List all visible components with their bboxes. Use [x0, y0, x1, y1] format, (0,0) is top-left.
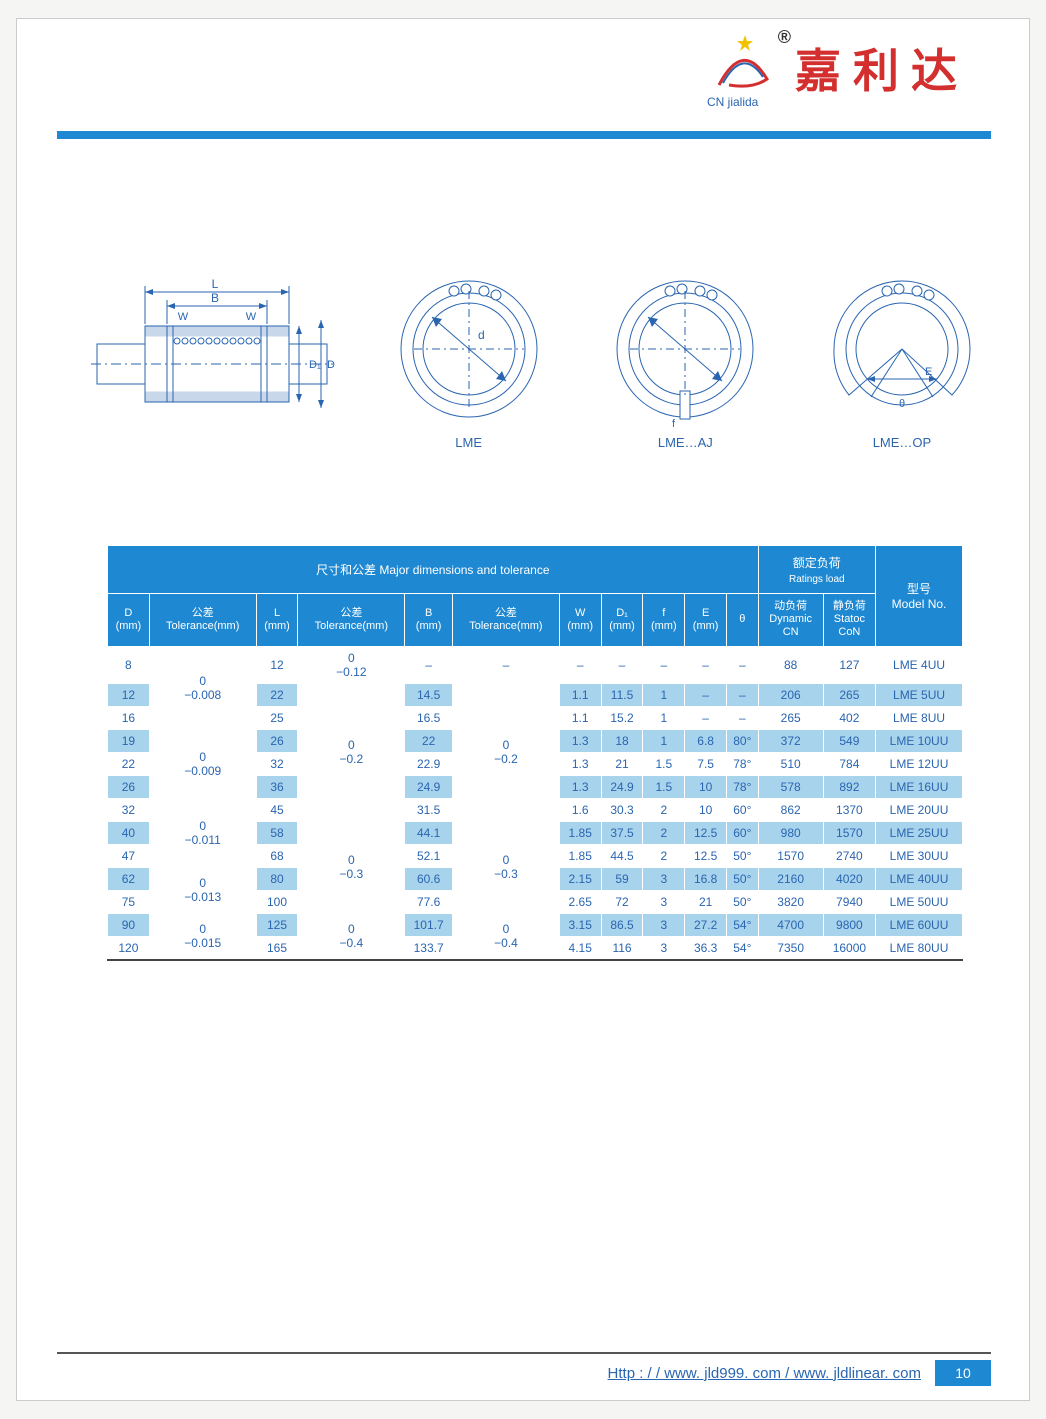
- table-row: 8 0 −0.008 12 0 −0.12 – – –––––88127LME …: [108, 646, 963, 683]
- svg-text:D: D: [327, 359, 335, 371]
- table-row: 90 0 −0.015 125 0 −0.4 101.7 0 −0.4 3.15…: [108, 913, 963, 936]
- diagram-side: L B W W D₁ D: [87, 274, 337, 444]
- diagram-lme-op: E θ LME…OP: [817, 269, 987, 450]
- brand-latin: CN jialida: [707, 95, 758, 109]
- th-f: f (mm): [643, 594, 685, 647]
- footer-url[interactable]: Http : / / www. jld999. com / www. jldli…: [608, 1365, 921, 1382]
- diagram-lme-op-label: LME…OP: [873, 435, 932, 450]
- diagrams-row: L B W W D₁ D: [87, 259, 987, 459]
- th-load-title: 额定负荷Ratings load: [758, 546, 875, 594]
- svg-text:E: E: [925, 366, 932, 378]
- diagram-lme-aj: f LME…AJ: [600, 269, 770, 450]
- th-D: D (mm): [108, 594, 150, 647]
- diagram-lme-aj-label: LME…AJ: [658, 435, 713, 450]
- logo: ® CN jialida: [709, 29, 781, 106]
- th-L: L (mm): [256, 594, 298, 647]
- th-dims-title: 尺寸和公差 Major dimensions and tolerance: [108, 546, 759, 594]
- svg-text:θ: θ: [899, 398, 905, 410]
- spec-table: 尺寸和公差 Major dimensions and tolerance 额定负…: [107, 545, 963, 961]
- svg-text:d: d: [478, 328, 485, 342]
- page-number: 10: [935, 1360, 991, 1386]
- svg-text:D₁: D₁: [309, 359, 321, 371]
- diagram-lme-op-icon: E θ: [817, 269, 987, 429]
- diagram-lme: d LME: [384, 269, 554, 450]
- th-tolD: 公差 Tolerance(mm): [149, 594, 256, 647]
- th-W: W (mm): [559, 594, 601, 647]
- th-stat: 静负荷 Statoc CoN: [823, 594, 875, 647]
- th-D1: D₁ (mm): [601, 594, 643, 647]
- th-dyn: 动负荷 Dynamic CN: [758, 594, 823, 647]
- diagram-lme-label: LME: [455, 435, 482, 450]
- th-B: B (mm): [405, 594, 453, 647]
- page: ® CN jialida 嘉利达: [16, 18, 1030, 1401]
- svg-text:B: B: [211, 291, 219, 305]
- th-theta: θ: [727, 594, 759, 647]
- brand-cn: 嘉利达: [795, 35, 969, 101]
- divider-bar: [57, 131, 991, 139]
- registered-mark: ®: [778, 27, 791, 48]
- th-E: E (mm): [685, 594, 727, 647]
- svg-text:W: W: [178, 311, 189, 323]
- svg-text:f: f: [672, 418, 676, 429]
- svg-text:L: L: [212, 277, 219, 291]
- diagram-side-icon: L B W W D₁ D: [87, 274, 337, 444]
- diagram-lme-icon: d: [384, 269, 554, 429]
- logo-mark-icon: [709, 29, 781, 101]
- spec-table-wrap: 尺寸和公差 Major dimensions and tolerance 额定负…: [107, 545, 963, 961]
- th-tolL: 公差 Tolerance(mm): [298, 594, 405, 647]
- diagram-lme-aj-icon: f: [600, 269, 770, 429]
- svg-text:W: W: [246, 311, 257, 323]
- th-model: 型号Model No.: [876, 546, 963, 647]
- th-tolB: 公差 Tolerance(mm): [453, 594, 560, 647]
- footer-divider: [57, 1352, 991, 1354]
- footer: Http : / / www. jld999. com / www. jldli…: [57, 1352, 991, 1386]
- header: ® CN jialida 嘉利达: [709, 29, 969, 106]
